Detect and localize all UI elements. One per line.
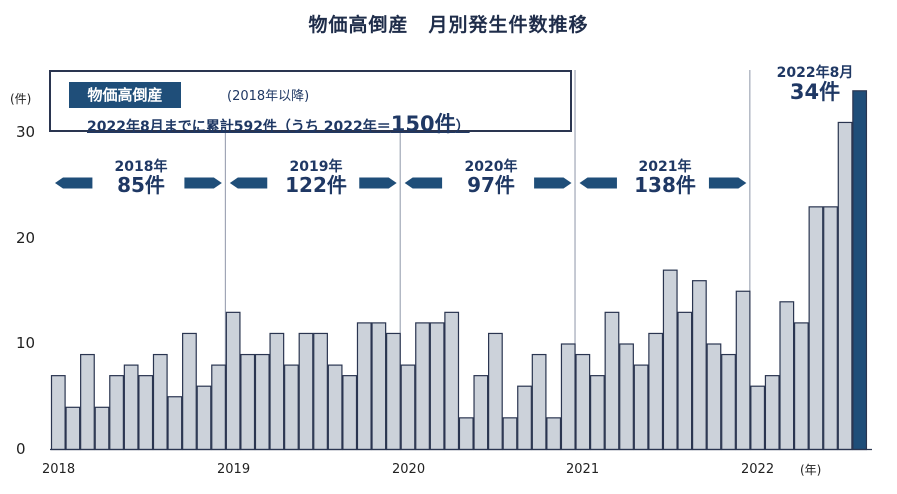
bar-2018-06 — [123, 364, 139, 451]
bar-2022-07 — [837, 121, 853, 451]
chart-title: 物価高倒産 月別発生件数推移 — [308, 14, 589, 36]
year-total-label: 2020年 — [464, 159, 518, 175]
bar-2019-02 — [240, 353, 256, 451]
year-total-count: 138件 — [634, 172, 696, 197]
bar-2019-03 — [254, 353, 270, 451]
annotation-month: 2022年8月 — [776, 65, 854, 81]
annotation-count: 34件 — [789, 80, 841, 105]
year-total-count: 122件 — [285, 172, 347, 197]
bar-2021-04 — [619, 343, 634, 451]
x-tick-2019: 2019 — [217, 462, 251, 477]
bar-2021-03 — [604, 311, 620, 451]
year-total-2020: 2020年 97件 — [450, 160, 532, 196]
bar-2018-05 — [109, 375, 124, 451]
bar-2018-08 — [152, 353, 168, 451]
summary-box: 物価高倒産 (2018年以降) 2022年8月までに累計592件（うち 2022… — [49, 70, 572, 136]
bar-2018-03 — [80, 353, 95, 451]
bar-2021-12 — [735, 290, 751, 451]
year-arrow-right-2018 — [184, 177, 222, 189]
summary-badge: 物価高倒産 — [69, 82, 181, 108]
summary-text-post: ） — [455, 119, 470, 135]
bar-2019-09 — [342, 375, 358, 451]
bar-2022-06 — [823, 206, 838, 451]
year-arrow-left-2018 — [55, 177, 93, 189]
year-arrow-left-2020 — [404, 177, 443, 189]
bar-2021-08 — [677, 311, 693, 451]
y-tick-0: 0 — [16, 440, 26, 458]
bar-2021-11 — [721, 353, 736, 451]
bar-2020-05 — [458, 417, 474, 451]
bar-2019-08 — [327, 364, 343, 451]
y-tick-20: 20 — [16, 229, 36, 247]
year-total-2018: 2018年 85件 — [100, 160, 182, 196]
bar-2022-03 — [779, 301, 795, 451]
bar-2022-08 — [852, 90, 868, 451]
bar-2020-07 — [488, 332, 503, 451]
x-tick-2020: 2020 — [392, 462, 426, 477]
year-total-2021: 2021年 138件 — [624, 160, 706, 196]
bar-2021-09 — [691, 280, 707, 451]
bar-2021-10 — [706, 343, 722, 451]
bar-2018-09 — [167, 396, 183, 451]
bar-2018-04 — [94, 406, 110, 451]
bar-2019-07 — [313, 332, 328, 451]
bar-2019-11 — [371, 322, 387, 451]
bar-2021-01 — [575, 353, 591, 451]
bar-2020-03 — [429, 322, 445, 451]
bar-2022-05 — [808, 206, 824, 451]
year-arrow-right-2019 — [359, 177, 397, 189]
bar-2020-09 — [517, 385, 532, 451]
year-arrow-left-2019 — [229, 177, 268, 189]
bar-2018-07 — [138, 375, 154, 451]
bar-2019-06 — [298, 332, 314, 451]
year-arrow-right-2021 — [708, 177, 747, 189]
bar-2020-02 — [415, 322, 430, 451]
bar-2020-08 — [502, 417, 518, 451]
bar-2019-01 — [225, 311, 241, 451]
summary-since: (2018年以降) — [227, 89, 310, 104]
bar-2018-11 — [196, 385, 212, 451]
x-axis-unit: (年) — [800, 463, 822, 477]
year-arrow-right-2020 — [534, 177, 572, 189]
bar-2020-10 — [531, 353, 547, 451]
year-total-label: 2021年 — [638, 159, 692, 175]
year-total-label: 2019年 — [289, 159, 343, 175]
bar-2018-02 — [65, 406, 81, 451]
bar-2019-12 — [386, 332, 401, 451]
bar-2020-06 — [473, 375, 489, 451]
bar-2019-04 — [269, 332, 285, 451]
bar-2018-01 — [50, 375, 66, 451]
latest-month-annotation: 2022年8月 34件 — [765, 65, 865, 105]
bar-2022-01 — [750, 385, 766, 451]
bar-2019-05 — [284, 364, 299, 451]
bar-2020-11 — [546, 417, 562, 451]
y-tick-10: 10 — [16, 334, 36, 352]
bar-2022-04 — [793, 322, 809, 451]
x-tick-2021: 2021 — [566, 462, 600, 477]
year-total-count: 85件 — [117, 172, 165, 197]
bar-2018-10 — [182, 332, 197, 451]
bar-2021-06 — [648, 332, 664, 451]
bar-2021-02 — [589, 375, 605, 451]
x-tick-2018: 2018 — [42, 462, 76, 477]
bar-2020-01 — [400, 364, 416, 451]
bar-2021-07 — [662, 269, 678, 451]
bar-2020-04 — [444, 311, 460, 451]
year-total-label: 2018年 — [114, 159, 168, 175]
y-tick-30: 30 — [16, 123, 36, 141]
year-total-count: 97件 — [467, 172, 515, 197]
summary-text: 2022年8月までに累計592件（うち 2022年＝150件） — [87, 108, 470, 138]
year-arrow-left-2021 — [579, 177, 617, 189]
year-total-2019: 2019年 122件 — [275, 160, 357, 196]
bar-2020-12 — [560, 343, 576, 451]
x-tick-2022: 2022 — [741, 462, 775, 477]
bar-2022-02 — [764, 375, 780, 451]
bar-2018-12 — [211, 364, 226, 451]
bar-2019-10 — [356, 322, 372, 451]
summary-text-pre: 2022年8月までに累計592件（うち 2022年＝ — [87, 119, 391, 135]
bar-2021-05 — [633, 364, 649, 451]
y-axis-unit: (件) — [10, 92, 32, 106]
summary-text-big: 150件 — [390, 112, 456, 136]
